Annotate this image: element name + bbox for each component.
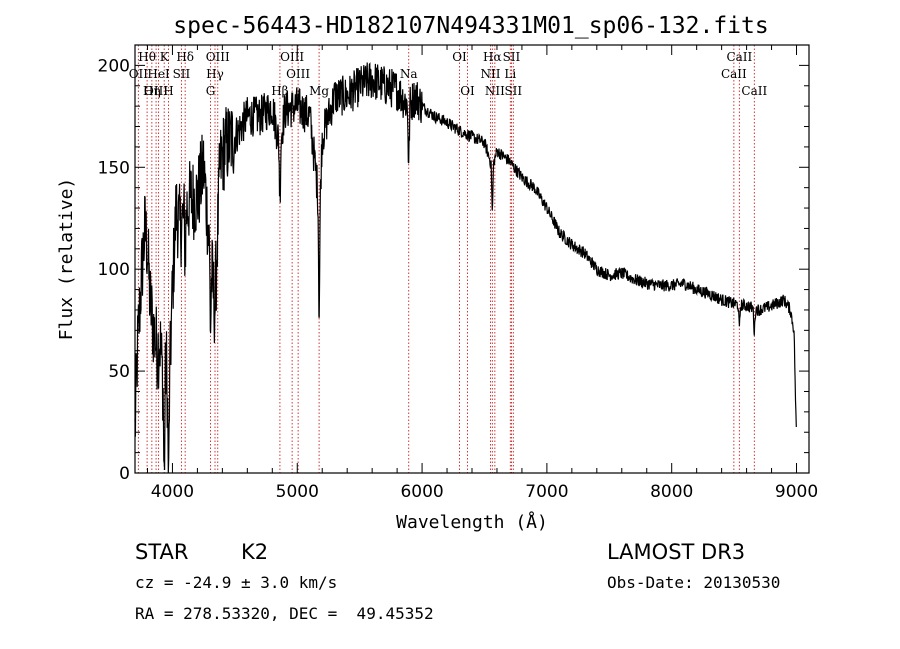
x-tick-label: 8000 xyxy=(650,482,693,502)
object-class: STAR xyxy=(135,540,188,564)
coordinates-text: RA = 278.53320, DEC = 49.45352 xyxy=(135,604,434,623)
x-tick-label: 9000 xyxy=(775,482,818,502)
spectral-line-label: Li xyxy=(504,67,516,81)
obs-date-text: Obs-Date: 20130530 xyxy=(607,573,780,592)
spectral-line-markers xyxy=(137,45,755,473)
y-tick-label: 0 xyxy=(119,464,130,484)
x-tick-label: 7000 xyxy=(525,482,568,502)
spectral-line-label: OI xyxy=(460,84,475,98)
spectral-line-label: Hθ xyxy=(138,50,156,64)
spectral-line-label: Na xyxy=(400,67,418,81)
spectral-line-label: Hδ xyxy=(176,50,194,64)
x-tick-label: 4000 xyxy=(151,482,194,502)
spectral-line-label: Hβ xyxy=(271,84,288,98)
spectral-line-label: HeI xyxy=(147,67,170,81)
spectral-line-label: Hγ xyxy=(206,67,224,81)
spectral-line-label: OIII xyxy=(280,50,304,64)
spectral-line-label: K xyxy=(160,50,170,64)
spectral-line-label: CaII xyxy=(721,67,747,81)
spectral-line-label: OIII xyxy=(286,67,310,81)
plot-frame xyxy=(134,44,810,474)
spectral-line-label: CaII xyxy=(726,50,752,64)
y-axis: 0 50 100 150 200 xyxy=(98,56,809,484)
survey-name: LAMOST DR3 xyxy=(607,540,745,564)
spectral-line-label: OII xyxy=(129,67,149,81)
y-tick-label: 200 xyxy=(98,56,130,76)
spectral-line-label: NII xyxy=(480,67,500,81)
spectral-line-label: NII xyxy=(485,84,505,98)
y-tick-label: 50 xyxy=(108,362,130,382)
spectrum-line xyxy=(134,62,797,474)
spectral-line-label: Hη xyxy=(143,84,161,98)
y-tick-label: 150 xyxy=(98,158,130,178)
x-tick-label: 6000 xyxy=(400,482,443,502)
spectral-line-label: OIII xyxy=(206,50,230,64)
spectral-line-label: OIII xyxy=(144,84,168,98)
spectral-line-label: SII xyxy=(503,50,521,64)
spectral-line-label: SII xyxy=(173,67,191,81)
spectral-line-label: Mg xyxy=(309,84,329,98)
spectral-line-label: SII xyxy=(504,84,522,98)
spectral-line-label: Hα xyxy=(483,50,502,64)
x-axis-title: Wavelength (Å) xyxy=(396,511,548,533)
spectral-line-label: G xyxy=(206,84,216,98)
x-tick-label: 5000 xyxy=(276,482,319,502)
spectral-line-label: CaII xyxy=(741,84,767,98)
redshift-text: cz = -24.9 ± 3.0 km/s xyxy=(135,573,337,592)
object-subclass: K2 xyxy=(241,540,268,564)
spectral-line-label: OI xyxy=(452,50,467,64)
y-axis-title: Flux (relative) xyxy=(56,178,77,341)
spectral-line-label: H xyxy=(163,84,173,98)
y-tick-label: 100 xyxy=(98,260,130,280)
x-axis: 4000 5000 6000 7000 8000 9000 xyxy=(146,45,818,502)
chart-title: spec-56443-HD182107N494331M01_sp06-132.f… xyxy=(173,13,768,39)
